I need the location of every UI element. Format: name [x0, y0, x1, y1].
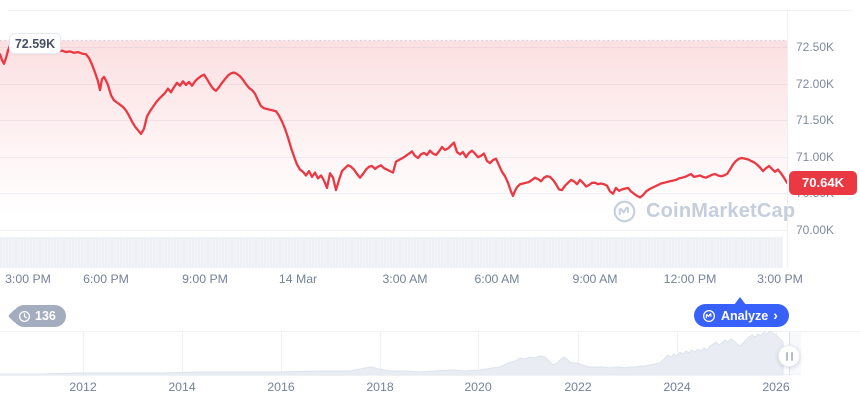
x-axis-label: 3:00 PM	[757, 272, 803, 286]
history-count-badge[interactable]: 136	[13, 305, 66, 327]
navigator-handle[interactable]	[778, 345, 800, 367]
chevron-right-icon: ›	[773, 307, 778, 323]
year-axis-label: 2026	[762, 380, 790, 394]
year-axis-label: 2022	[564, 380, 592, 394]
x-axis-label: 6:00 AM	[474, 272, 520, 286]
last-price-badge: 70.64K	[789, 170, 857, 195]
year-axis-label: 2014	[168, 380, 196, 394]
year-axis-label: 2024	[663, 380, 691, 394]
x-axis-label: 3:00 AM	[382, 272, 428, 286]
analyze-button[interactable]: Analyze ›	[694, 304, 789, 327]
year-axis-label: 2016	[267, 380, 295, 394]
y-axis-label: 72.50K	[796, 40, 835, 54]
y-axis-label: 71.00K	[796, 149, 835, 164]
x-axis-label: 3:00 PM	[5, 272, 51, 286]
x-axis-label: 12:00 PM	[663, 272, 717, 286]
coinmarketcap-logo-icon	[702, 309, 716, 322]
y-axis-label: 72.00K	[796, 76, 835, 91]
handle-grip-bar	[785, 351, 788, 361]
year-axis-label: 2012	[69, 380, 97, 394]
y-axis-label: 71.50K	[796, 113, 835, 127]
x-axis-label: 9:00 AM	[572, 272, 618, 286]
x-axis-label: 9:00 PM	[182, 272, 228, 286]
range-navigator[interactable]	[0, 331, 860, 376]
handle-grip-bar	[790, 351, 793, 361]
coinmarketcap-logo-icon	[613, 200, 636, 223]
history-count: 136	[35, 309, 56, 323]
analyze-pointer	[734, 297, 746, 305]
x-axis-label: 14 Mar	[278, 272, 318, 286]
main-price-chart[interactable]	[0, 10, 788, 268]
x-axis-label: 6:00 PM	[83, 272, 129, 286]
clock-icon	[18, 310, 31, 322]
coinmarketcap-watermark: CoinMarketCap	[612, 199, 795, 224]
top-divider	[8, 10, 852, 11]
watermark-text: CoinMarketCap	[646, 200, 796, 222]
analyze-label: Analyze	[721, 308, 769, 323]
high-price-tooltip: 72.59K	[9, 33, 61, 54]
year-axis-label: 2020	[464, 380, 492, 394]
y-axis-label: 70.00K	[796, 222, 835, 237]
year-axis-label: 2018	[366, 380, 394, 394]
